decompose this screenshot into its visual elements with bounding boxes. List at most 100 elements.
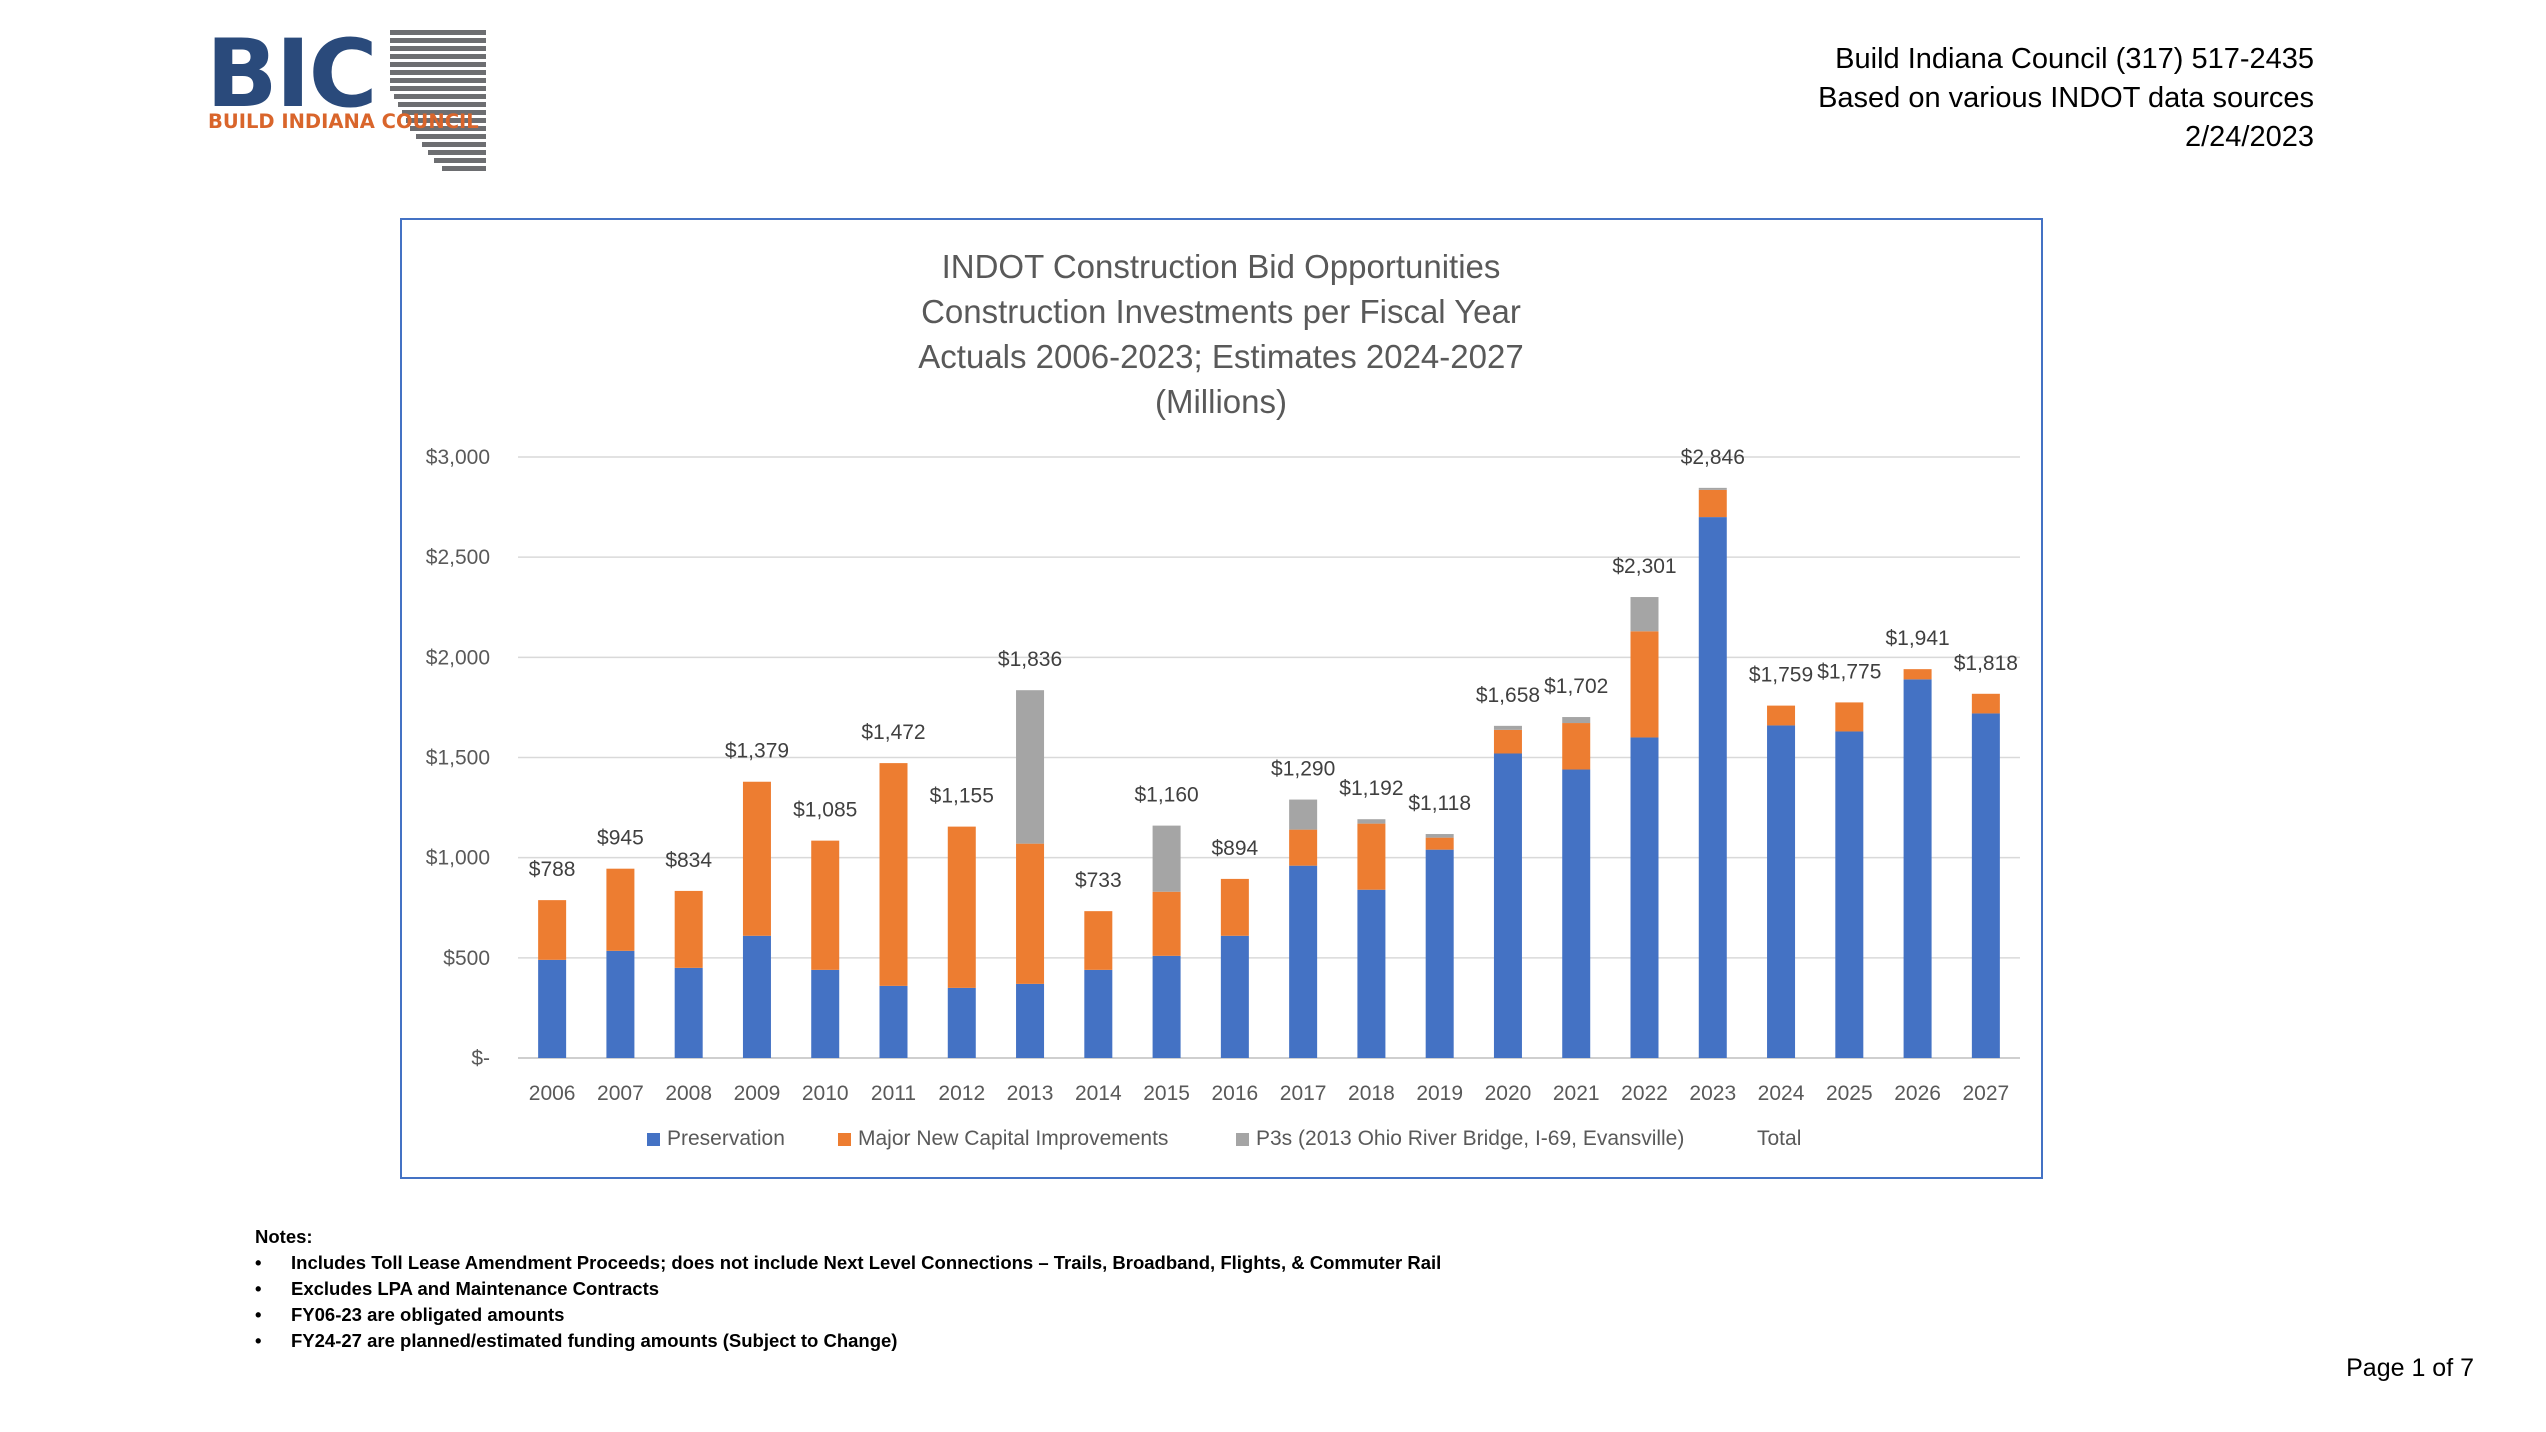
legend-label: Preservation [667,1127,785,1150]
bar-segment-major [1152,891,1181,956]
y-tick-label: $1,000 [426,847,490,870]
bar-segment-major [1835,702,1864,732]
x-tick-label: 2018 [1348,1082,1395,1105]
y-tick-label: $2,000 [426,646,490,669]
legend-swatch [647,1133,660,1146]
bar-segment-major [1493,729,1522,754]
chart-title-line: Actuals 2006-2023; Estimates 2024-2027 [918,338,1523,375]
legend-swatch [1236,1133,1249,1146]
bar-segment-preservation [606,950,635,1058]
bar-segment-major [1220,878,1249,936]
x-tick-label: 2008 [665,1082,712,1105]
logo-stripe [422,142,486,147]
total-data-label: $1,472 [861,721,925,744]
x-tick-label: 2022 [1621,1082,1668,1105]
logo-stripe [390,38,486,43]
total-data-label: $834 [665,849,712,872]
bar-chart: INDOT Construction Bid Opportunities Cons… [426,248,2020,1150]
y-tick-label: $2,500 [426,546,490,569]
bar-segment-preservation [674,967,703,1058]
x-tick-label: 2027 [1963,1082,2010,1105]
chart-title-line: (Millions) [1155,383,1287,420]
logo-stripe [390,62,486,67]
bar-segment-preservation [1289,865,1318,1058]
chart-title-line: Construction Investments per Fiscal Year [921,293,1521,330]
bar-segment-p3s [1630,597,1659,632]
logo-stripe [402,110,486,115]
logo-stripe [416,134,486,139]
page-number: Page 1 of 7 [2346,1354,2474,1382]
logo-stripe [390,86,486,91]
x-tick-label: 2007 [597,1082,644,1105]
logo-stripe [394,94,486,99]
bar-segment-preservation [947,987,976,1058]
bullet-icon: • [255,1278,262,1299]
logo-stripe [406,118,486,123]
bullet-icon: • [255,1330,262,1351]
header-contact-info: Build Indiana Council (317) 517-2435 Bas… [1818,40,2314,157]
bar-segment-preservation [1971,713,2000,1058]
note-text: FY06-23 are obligated amounts [291,1304,565,1325]
chart-frame: INDOT Construction Bid Opportunities Cons… [400,218,2043,1179]
bar-segment-preservation [1698,517,1727,1058]
total-data-label: $2,846 [1681,446,1745,469]
total-data-label: $1,160 [1134,784,1198,807]
legend-label: Major New Capital Improvements [858,1127,1168,1150]
note-item: • Includes Toll Lease Amendment Proceeds;… [255,1250,1441,1276]
bar-segment-p3s [1698,487,1727,490]
x-tick-label: 2023 [1689,1082,1736,1105]
logo-stripe [390,70,486,75]
logo-stripe [428,150,486,155]
bar-segment-major [1767,705,1796,726]
total-data-label: $2,301 [1612,555,1676,578]
bar-segment-preservation [1152,955,1181,1058]
bar-segment-preservation [1767,725,1796,1058]
x-tick-label: 2020 [1485,1082,1532,1105]
bar-segment-preservation [1220,935,1249,1058]
total-data-label: $733 [1075,869,1122,892]
bar-segment-p3s [1357,819,1386,824]
bar-segment-major [1084,911,1113,970]
x-tick-label: 2006 [529,1082,576,1105]
x-tick-label: 2014 [1075,1082,1122,1105]
note-text: FY24-27 are planned/estimated funding am… [291,1330,898,1351]
bar-segment-major [1289,829,1318,866]
logo-stripe [390,46,486,51]
bar-segment-p3s [1493,725,1522,730]
header-line-3: 2/24/2023 [2184,121,2314,153]
bar-segment-preservation [1630,737,1659,1058]
bar-segment-major [811,840,840,970]
bar-segment-preservation [1493,753,1522,1058]
x-tick-label: 2021 [1553,1082,1600,1105]
total-data-label: $1,836 [998,648,1062,671]
bar-segment-major [1425,837,1454,850]
x-tick-label: 2016 [1212,1082,1259,1105]
total-data-label: $1,941 [1885,627,1949,650]
note-text: Includes Toll Lease Amendment Proceeds; … [291,1252,1442,1273]
x-tick-label: 2026 [1894,1082,1941,1105]
bar-segment-preservation [538,959,567,1058]
header-line-1: Build Indiana Council (317) 517-2435 [1835,43,2314,75]
logo-stripe [398,102,486,107]
logo-stripe [434,158,486,163]
total-data-label: $894 [1212,837,1259,860]
bar-segment-major [538,900,567,960]
bar-segment-major [1698,489,1727,518]
bar-segment-major [1016,843,1045,984]
y-tick-label: $1,500 [426,747,490,770]
total-data-label: $1,085 [793,799,857,822]
bar-segment-major [742,781,771,936]
bar-segment-major [1357,823,1386,890]
x-tick-label: 2017 [1280,1082,1327,1105]
logo-stripe [390,54,486,59]
logo-stripe [442,166,486,171]
logo-stripe [410,126,486,131]
total-data-label: $1,192 [1339,777,1403,800]
total-data-label: $1,759 [1749,664,1813,687]
x-tick-label: 2011 [871,1082,916,1105]
bullet-icon: • [255,1304,262,1325]
y-tick-label: $- [471,1047,490,1070]
x-tick-label: 2009 [734,1082,781,1105]
header-line-2: Based on various INDOT data sources [1818,82,2314,114]
total-data-label: $1,155 [930,785,994,808]
